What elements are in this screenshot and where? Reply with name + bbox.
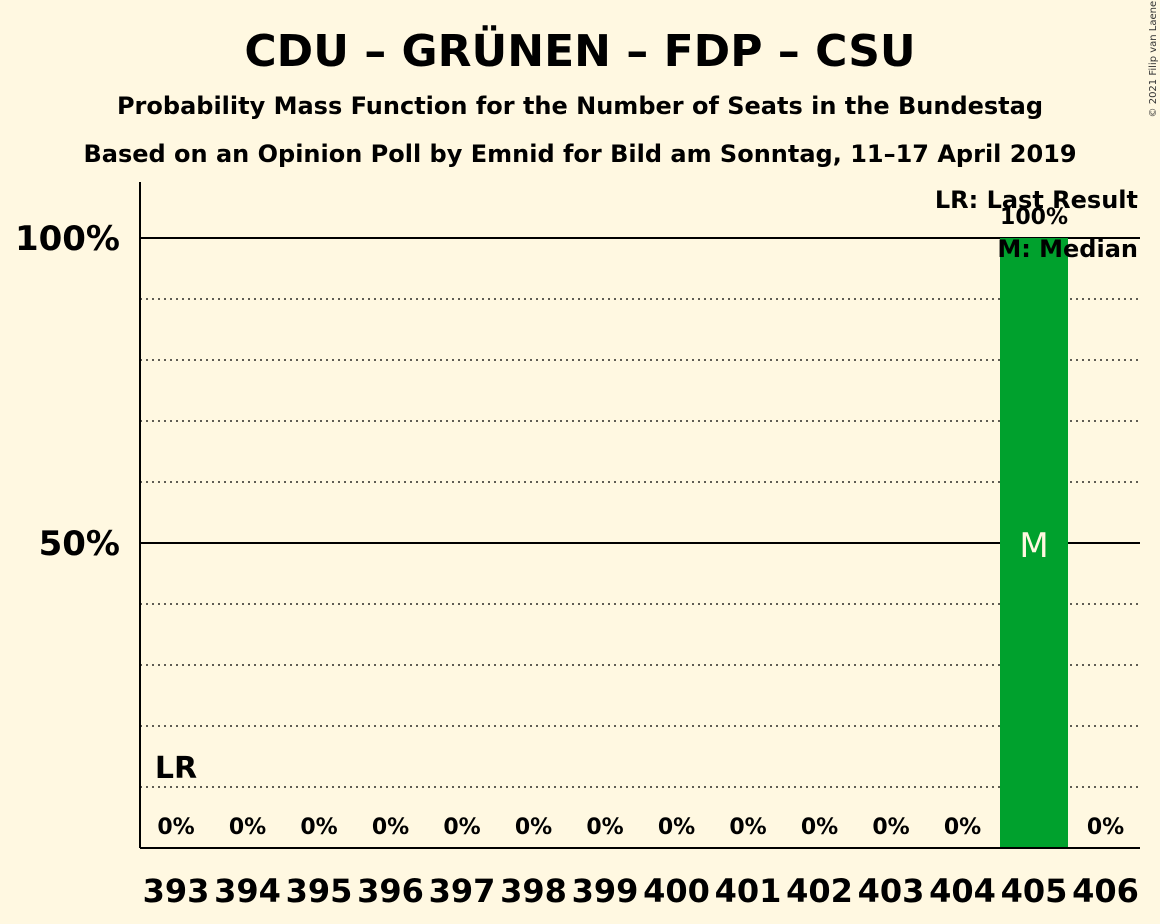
x-tick-label: 398 bbox=[500, 872, 567, 910]
legend-last-result: LR: Last Result bbox=[935, 186, 1138, 214]
value-label: 0% bbox=[157, 815, 194, 840]
x-tick-label: 401 bbox=[715, 872, 782, 910]
value-label: 0% bbox=[729, 815, 766, 840]
value-label: 0% bbox=[658, 815, 695, 840]
x-tick-label: 403 bbox=[858, 872, 925, 910]
chart-subtitle-1: Probability Mass Function for the Number… bbox=[117, 92, 1043, 120]
last-result-marker: LR bbox=[155, 751, 197, 786]
value-label: 0% bbox=[229, 815, 266, 840]
x-tick-label: 395 bbox=[286, 872, 353, 910]
x-tick-label: 404 bbox=[929, 872, 996, 910]
x-tick-label: 393 bbox=[143, 872, 210, 910]
y-tick-label: 50% bbox=[39, 524, 120, 564]
value-label: 0% bbox=[372, 815, 409, 840]
x-tick-label: 396 bbox=[357, 872, 424, 910]
y-tick-label: 100% bbox=[15, 219, 120, 259]
value-label: 100% bbox=[1000, 205, 1068, 230]
x-tick-label: 406 bbox=[1072, 872, 1139, 910]
value-label: 0% bbox=[443, 815, 480, 840]
median-marker: M bbox=[1019, 526, 1048, 566]
bars-group bbox=[1000, 238, 1068, 848]
chart-title: CDU – GRÜNEN – FDP – CSU bbox=[244, 24, 915, 77]
x-tick-label: 399 bbox=[572, 872, 639, 910]
value-label: 0% bbox=[515, 815, 552, 840]
x-tick-label: 405 bbox=[1001, 872, 1068, 910]
value-label: 0% bbox=[1087, 815, 1124, 840]
copyright-text: © 2021 Filip van Laenen bbox=[1148, 0, 1159, 117]
x-tick-label: 400 bbox=[643, 872, 710, 910]
x-tick-label: 402 bbox=[786, 872, 853, 910]
x-tick-label: 397 bbox=[429, 872, 496, 910]
bar bbox=[1000, 238, 1068, 848]
grid-lines bbox=[140, 237, 1140, 788]
value-label: 0% bbox=[300, 815, 337, 840]
labels-group: 50% 100% 393 0% LR 394 0% 395 0% 396 0% 397 0% 398 0% 3… bbox=[15, 205, 1139, 910]
value-label: 0% bbox=[801, 815, 838, 840]
value-label: 0% bbox=[586, 815, 623, 840]
value-label: 0% bbox=[872, 815, 909, 840]
value-label: 0% bbox=[944, 815, 981, 840]
x-tick-label: 394 bbox=[214, 872, 281, 910]
legend-median: M: Median bbox=[997, 235, 1138, 263]
chart-subtitle-2: Based on an Opinion Poll by Emnid for Bi… bbox=[83, 140, 1076, 168]
